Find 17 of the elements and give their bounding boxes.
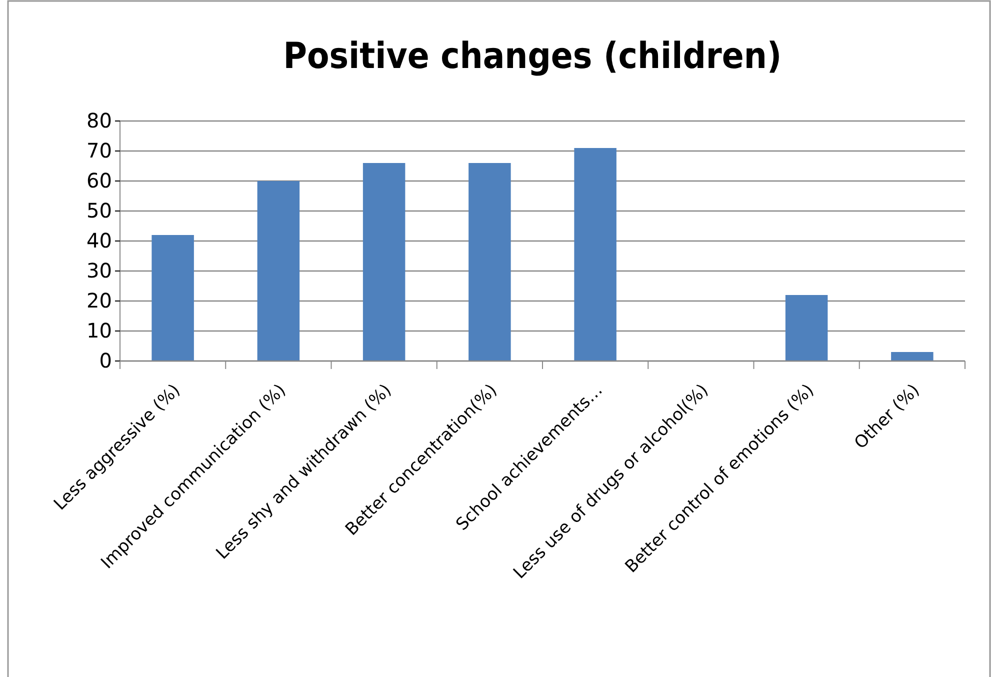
y-tick-label: 0 <box>99 348 112 372</box>
bar <box>468 163 511 361</box>
y-tick-label: 70 <box>86 138 112 162</box>
bar <box>152 235 194 361</box>
bar <box>574 148 616 361</box>
y-tick-label: 10 <box>86 318 112 342</box>
bar <box>891 352 934 361</box>
bar <box>257 181 300 361</box>
y-tick-label: 40 <box>86 228 112 252</box>
chart-title: Positive changes (children) <box>283 36 782 77</box>
y-tick-label: 30 <box>86 258 112 282</box>
y-tick-label: 60 <box>86 168 112 192</box>
y-tick-label: 20 <box>86 288 112 312</box>
bar <box>785 295 828 361</box>
y-tick-label: 80 <box>86 108 112 132</box>
y-tick-label: 50 <box>86 198 112 222</box>
bar <box>362 163 406 361</box>
